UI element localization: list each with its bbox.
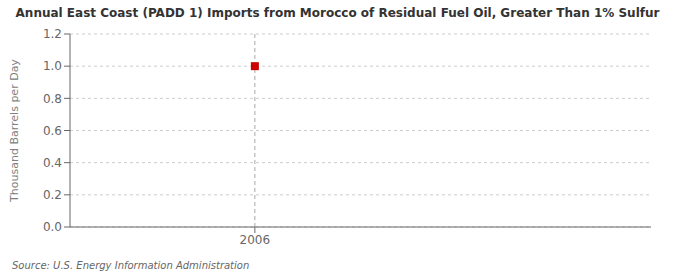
svg-text:1.2: 1.2 [43, 27, 62, 41]
svg-text:0.4: 0.4 [43, 156, 62, 170]
svg-text:0.8: 0.8 [43, 92, 62, 106]
svg-text:Thousand Barrels per Day: Thousand Barrels per Day [8, 59, 21, 203]
html-text:Annual East Coast (PADD 1) Imp: Annual East Coast (PADD 1) Imports from … [15, 6, 660, 20]
svg-text:2006: 2006 [240, 233, 271, 247]
svg-text:0.2: 0.2 [43, 188, 62, 202]
html-text:Source: U.S. Energy Informatio: Source: U.S. Energy Information Administ… [12, 260, 250, 271]
svg-text:1.0: 1.0 [43, 59, 62, 73]
svg-text:0.6: 0.6 [43, 124, 62, 138]
svg-text:0.0: 0.0 [43, 220, 62, 234]
